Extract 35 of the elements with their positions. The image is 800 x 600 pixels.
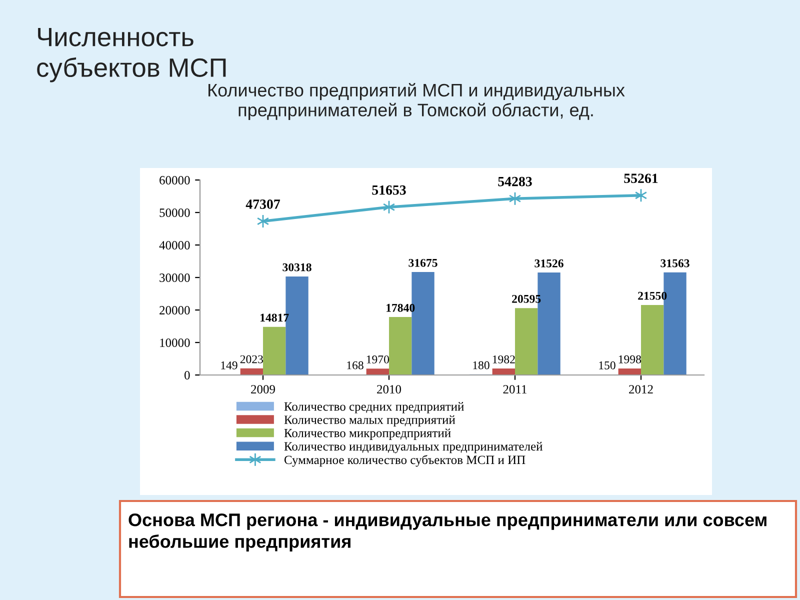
data-label: 31563 bbox=[660, 259, 690, 268]
data-label: 47307 bbox=[246, 200, 280, 209]
data-label: 1982 bbox=[492, 355, 515, 364]
data-label: 180 bbox=[473, 361, 490, 370]
x-tick-label: 2012 bbox=[629, 385, 653, 394]
legend-label: Суммарное количество субъектов МСП и ИП bbox=[284, 455, 526, 467]
y-tick-label: 30000 bbox=[160, 274, 190, 282]
y-tick-label: 10000 bbox=[160, 338, 190, 347]
text: Основа МСП региона - индивидуальные предприниматели или совсем небольшие предприятия bbox=[128, 513, 766, 552]
chart-subtitle: Количество предприятий МСП и индивидуальных предпринимателей в Томской области, ед. bbox=[208, 83, 625, 120]
legend-label: Количество средних предприятий bbox=[284, 402, 464, 414]
data-label: 55261 bbox=[624, 174, 658, 184]
data-label: 150 bbox=[599, 361, 616, 370]
data-label: 54283 bbox=[498, 176, 532, 186]
y-tick-label: 50000 bbox=[160, 208, 190, 217]
legend-label: Количество индивидуальных предпринимателей bbox=[284, 442, 542, 454]
data-label: 2023 bbox=[240, 355, 264, 364]
data-label: 168 bbox=[347, 361, 364, 370]
legend-label: Количество микропредприятий bbox=[284, 428, 451, 440]
x-tick-label: 2010 bbox=[377, 385, 402, 394]
data-label: 51653 bbox=[372, 185, 406, 195]
x-tick-label: 2009 bbox=[251, 385, 275, 394]
chart-title: Численность субъектов МСП bbox=[37, 28, 226, 82]
y-tick-label: 40000 bbox=[159, 241, 190, 250]
y-tick-label: 60000 bbox=[160, 176, 190, 184]
legend-label: Количество малых предприятий bbox=[284, 415, 456, 427]
x-tick-label: 2011 bbox=[503, 385, 527, 394]
y-tick-label: 20000 bbox=[160, 306, 190, 314]
data-label: 149 bbox=[221, 361, 238, 370]
data-label: 31675 bbox=[408, 258, 438, 267]
data-label: 1998 bbox=[618, 355, 642, 364]
data-label: 31526 bbox=[534, 259, 564, 268]
data-label: 30318 bbox=[282, 263, 312, 272]
y-tick-label: 0 bbox=[184, 371, 190, 380]
data-label: 1970 bbox=[366, 355, 390, 364]
